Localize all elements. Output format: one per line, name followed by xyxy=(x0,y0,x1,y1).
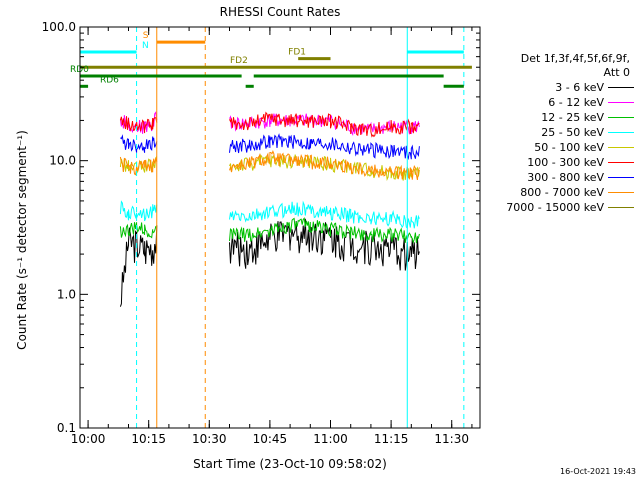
legend-swatch xyxy=(608,177,634,178)
series-line-7-seg-2 xyxy=(229,133,420,161)
series-line-6-seg-1 xyxy=(119,116,158,134)
legend-swatch xyxy=(608,132,634,133)
series-line-4-seg-2 xyxy=(229,200,420,229)
series-line-4-seg-1 xyxy=(119,200,158,222)
y-axis-label: Count Rate (s⁻¹ detector segment⁻¹) xyxy=(15,130,29,350)
y-tick-label-4: 100.0 xyxy=(42,20,76,34)
legend-item-5: 50 - 100 keV xyxy=(478,140,638,155)
y-tick-label-2: 1.0 xyxy=(57,287,76,301)
legend-item-9: 7000 - 15000 keV xyxy=(478,200,638,215)
legend-item-6: 100 - 300 keV xyxy=(478,155,638,170)
legend-header-line2: Att 0 xyxy=(603,66,630,79)
legend-item-8: 800 - 7000 keV xyxy=(478,185,638,200)
x-tick-label-3: 10:30 xyxy=(192,432,227,446)
y-tick-label-3: 10.0 xyxy=(49,154,76,168)
series-line-8-seg-1 xyxy=(119,156,158,176)
plot-frame xyxy=(79,26,481,429)
legend-label: 6 - 12 keV xyxy=(548,96,604,109)
legend-label: 50 - 100 keV xyxy=(534,141,604,154)
series-line-6-seg-2 xyxy=(229,111,420,138)
x-tick-label-5: 11:00 xyxy=(313,432,348,446)
legend: 3 - 6 keV 6 - 12 keV 12 - 25 keV 25 - 50 ke… xyxy=(478,80,638,215)
legend-item-1: 3 - 6 keV xyxy=(478,80,638,95)
x-axis-label: Start Time (23-Oct-10 09:58:02) xyxy=(193,457,387,471)
flag-label-rd6: RD6 xyxy=(100,75,119,85)
series-line-5-seg-2 xyxy=(229,154,420,182)
legend-label: 12 - 25 keV xyxy=(541,111,604,124)
legend-label: 7000 - 15000 keV xyxy=(506,201,604,214)
x-tick-label-2: 10:15 xyxy=(131,432,166,446)
flag-label-fd1: FD1 xyxy=(288,48,306,58)
flag-label-fd2: FD2 xyxy=(230,56,248,66)
legend-header-line1: Det 1f,3f,4f,5f,6f,9f, xyxy=(520,52,630,65)
flag-label-s: S xyxy=(143,31,149,41)
chart-title: RHESSI Count Rates xyxy=(220,5,341,19)
legend-item-4: 25 - 50 keV xyxy=(478,125,638,140)
legend-swatch xyxy=(608,102,634,103)
legend-header: Det 1f,3f,4f,5f,6f,9f, Att 0 xyxy=(488,52,630,80)
series-line-7-seg-1 xyxy=(120,134,158,153)
x-tick-label-7: 11:30 xyxy=(434,432,469,446)
series-line-1-seg-1 xyxy=(119,225,158,307)
legend-item-3: 12 - 25 keV xyxy=(478,110,638,125)
x-tick-label-1: 10:00 xyxy=(71,432,106,446)
legend-item-7: 300 - 800 keV xyxy=(478,170,638,185)
flag-label-n: N xyxy=(142,41,149,51)
legend-label: 300 - 800 keV xyxy=(527,171,604,184)
legend-swatch xyxy=(608,162,634,163)
legend-swatch xyxy=(608,87,634,88)
legend-swatch xyxy=(608,192,634,193)
legend-label: 800 - 7000 keV xyxy=(520,186,604,199)
legend-label: 100 - 300 keV xyxy=(527,156,604,169)
legend-label: 3 - 6 keV xyxy=(555,81,604,94)
x-tick-label-4: 10:45 xyxy=(253,432,288,446)
timestamp: 16-Oct-2021 19:43 xyxy=(560,467,636,476)
legend-swatch xyxy=(608,147,634,148)
legend-swatch xyxy=(608,207,634,208)
series-line-8-seg-2 xyxy=(229,150,420,180)
y-tick-label-1: 0.1 xyxy=(57,421,76,435)
x-tick-label-6: 11:15 xyxy=(374,432,409,446)
legend-label: 25 - 50 keV xyxy=(541,126,604,139)
legend-swatch xyxy=(608,117,634,118)
series-line-3-seg-1 xyxy=(119,222,157,239)
legend-item-2: 6 - 12 keV xyxy=(478,95,638,110)
series-line-3-seg-2 xyxy=(229,217,420,244)
